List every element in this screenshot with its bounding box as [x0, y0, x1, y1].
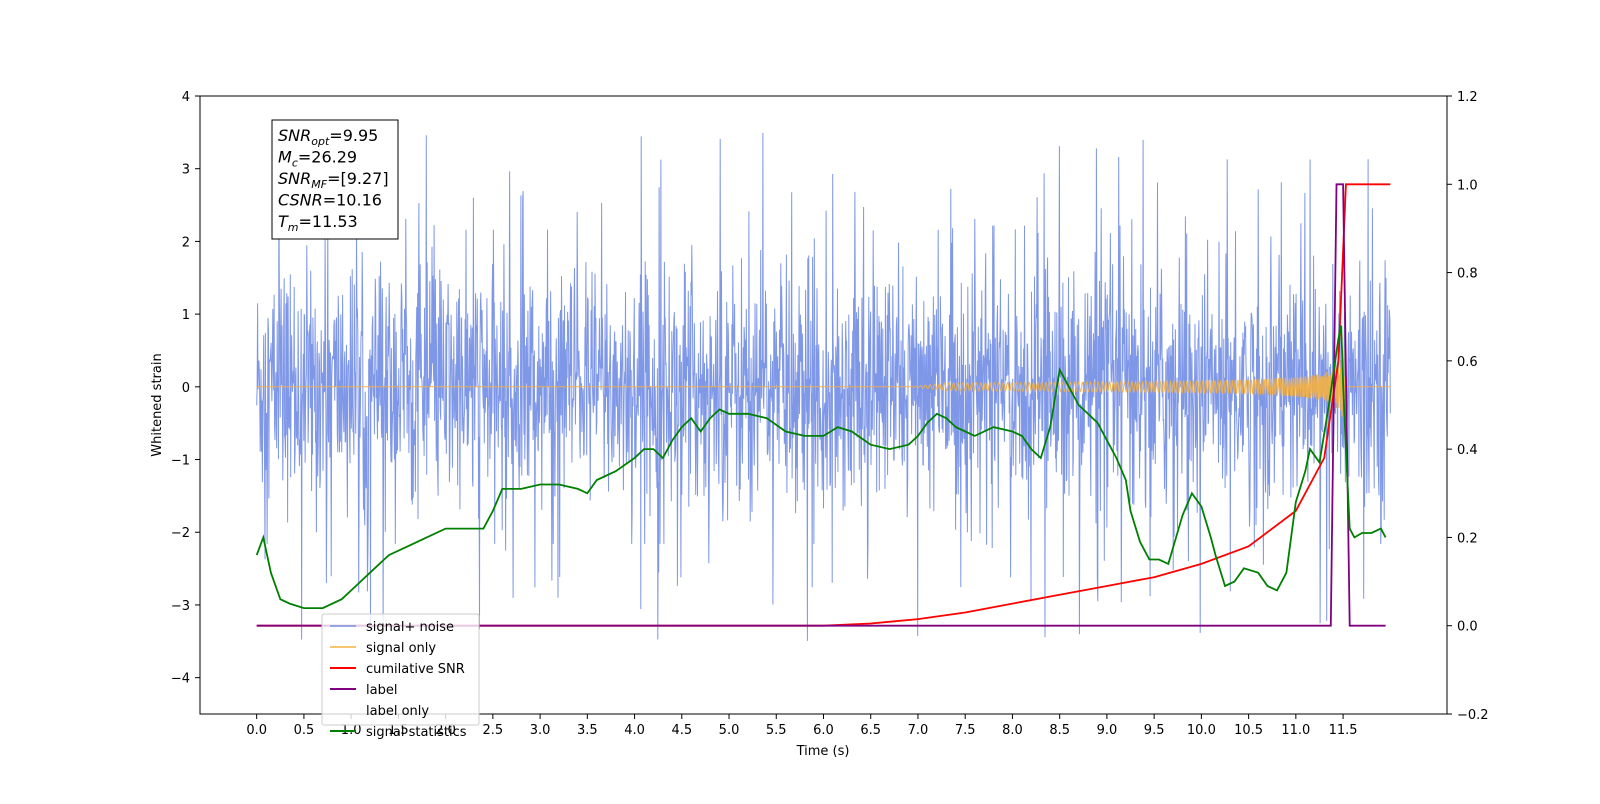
annotation-value: =26.29 [298, 148, 357, 167]
y-tick-label: 2 [182, 235, 190, 250]
y-tick-label: 1 [182, 308, 190, 323]
y2-tick-label: 1.2 [1457, 90, 1478, 105]
annotation-symbol: SNR [278, 169, 311, 188]
x-tick-label: 0.0 [246, 723, 267, 738]
annotation-subscript: c [292, 157, 298, 170]
plot-area [255, 132, 1391, 641]
y-axis-left: 4 3 2 1 0 −1 −2 −3 −4 [171, 90, 200, 687]
x-tick-label: 2.0 [435, 723, 456, 738]
x-tick-label: 7.0 [908, 723, 929, 738]
x-tick-label: 11.0 [1281, 723, 1310, 738]
annotation-symbol: M [278, 148, 292, 167]
y-axis-right: 1.2 1.0 0.8 0.6 0.4 0.2 0.0 −0.2 [1447, 90, 1489, 723]
y-tick-label: −1 [171, 454, 190, 469]
annotation-line: SNRopt=9.95 [278, 126, 378, 148]
annotation-value: =11.53 [299, 212, 358, 231]
x-axis: 0.0 0.5 1.0 1.5 2.0 2.5 3.0 3.5 4.0 4.5 5.0 5.5 6.0 6… [246, 714, 1358, 738]
y-tick-label: 4 [182, 90, 190, 105]
y-tick-label: 0 [182, 381, 190, 396]
y2-tick-label: 0.0 [1457, 620, 1478, 635]
x-tick-label: 0.5 [294, 723, 315, 738]
legend-frame [321, 613, 480, 726]
y2-tick-label: 1.0 [1457, 178, 1478, 193]
legend-label: cumilative SNR [366, 662, 465, 677]
annotation-line: Mc=26.29 [278, 148, 357, 170]
y-tick-label: −4 [171, 672, 190, 687]
x-axis-label: Time (s) [796, 744, 850, 759]
x-tick-label: 9.0 [1097, 723, 1118, 738]
x-tick-label: 6.0 [813, 723, 834, 738]
annotation-line: Tm=11.53 [278, 212, 358, 234]
y2-tick-label: −0.2 [1457, 708, 1489, 723]
legend-label: label [366, 683, 397, 698]
legend: signal+ noise signal only cumilative SNR la… [321, 613, 480, 740]
annotation-symbol: T [278, 212, 289, 231]
x-tick-label: 2.5 [483, 723, 504, 738]
y2-tick-label: 0.8 [1457, 267, 1478, 282]
x-tick-label: 5.5 [766, 723, 787, 738]
y-axis-label: Whitened strain [150, 353, 165, 456]
x-tick-label: 8.5 [1049, 723, 1070, 738]
annotation-value: =9.95 [329, 126, 378, 145]
annotation-symbol: CSNR [278, 191, 323, 210]
x-tick-label: 4.0 [624, 723, 645, 738]
series-label-line [256, 183, 1386, 627]
series-signal-statistics-line [255, 325, 1387, 609]
x-tick-label: 10.0 [1187, 723, 1216, 738]
annotation-subscript: opt [311, 135, 330, 148]
x-tick-label: 5.0 [719, 723, 740, 738]
y2-tick-label: 0.4 [1457, 443, 1478, 458]
x-tick-label: 8.0 [1002, 723, 1023, 738]
annotation-value: =[9.27] [327, 169, 389, 188]
x-tick-label: 1.5 [388, 723, 409, 738]
x-tick-label: 10.5 [1234, 723, 1263, 738]
legend-label: label only [366, 704, 429, 719]
x-tick-label: 11.5 [1329, 723, 1358, 738]
series-signal-only-line [256, 349, 1391, 420]
metrics-annotation-box: SNRopt=9.95Mc=26.29SNRMF=[9.27]CSNR=10.1… [271, 119, 399, 240]
series-signal-noise-line [256, 132, 1391, 641]
annotation-frame [271, 119, 399, 240]
legend-label: signal only [366, 641, 436, 656]
legend-label: signal+ noise [366, 620, 454, 635]
y2-tick-label: 0.2 [1457, 531, 1478, 546]
legend-label: signal statistics [366, 725, 467, 740]
annotation-line: CSNR=10.16 [278, 191, 382, 210]
annotation-subscript: MF [311, 178, 327, 191]
x-tick-label: 3.0 [530, 723, 551, 738]
y-tick-label: 3 [182, 163, 190, 178]
x-tick-label: 7.5 [955, 723, 976, 738]
y-tick-label: −3 [171, 599, 190, 614]
y-tick-label: −2 [171, 526, 190, 541]
series-cumulative-snr-line [256, 183, 1391, 627]
x-tick-label: 6.5 [860, 723, 881, 738]
x-tick-label: 4.5 [671, 723, 692, 738]
x-tick-label: 9.5 [1144, 723, 1165, 738]
annotation-subscript: m [288, 221, 299, 234]
annotation-symbol: SNR [278, 126, 311, 145]
annotation-value: =10.16 [323, 191, 382, 210]
x-tick-label: 3.5 [577, 723, 598, 738]
y2-tick-label: 0.6 [1457, 355, 1478, 370]
annotation-line: SNRMF=[9.27] [278, 169, 389, 191]
